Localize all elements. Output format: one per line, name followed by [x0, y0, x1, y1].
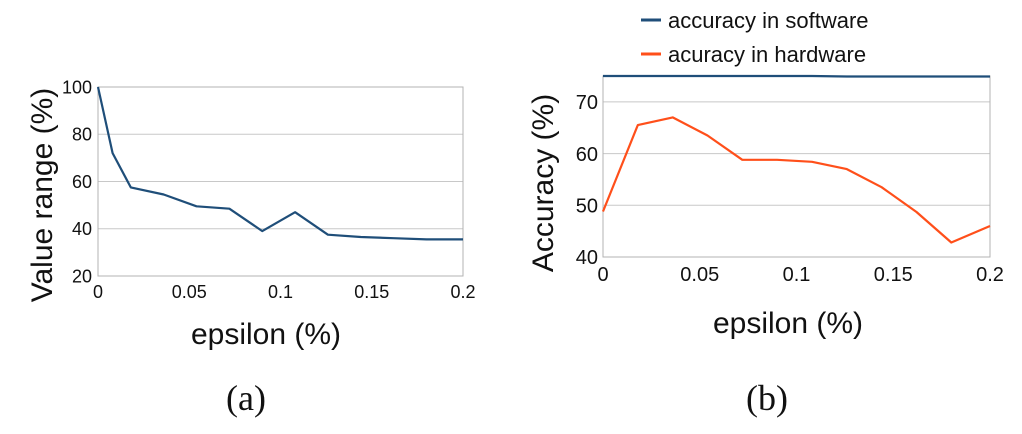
chart-b-plot-area — [602, 75, 991, 258]
chart-b: 0 0.05 0.1 0.15 0.2 40 50 60 70 epsilon (%) Acc… — [527, 8, 1004, 418]
chart-b-legend: accuracy in software acuracy in hardware — [641, 8, 869, 67]
chart-a-y-tick-label: 80 — [72, 125, 92, 145]
chart-b-plot-frame — [602, 75, 991, 258]
chart-b-y-axis-label: Accuracy (%) — [527, 94, 560, 272]
chart-a-grid — [98, 86, 463, 277]
chart-b-series-line-2 — [601, 116, 991, 244]
chart-a-caption: (a) — [226, 378, 266, 418]
chart-b-y-tick-label: 50 — [576, 195, 598, 217]
chart-a-x-tick-label: 0.1 — [268, 282, 293, 302]
chart-b-y-tick-label: 40 — [576, 247, 598, 269]
chart-b-x-tick-label: 0 — [597, 264, 608, 286]
chart-b-x-tick-label: 0.05 — [680, 264, 719, 286]
chart-a-y-ticks: 20 40 60 80 100 — [62, 77, 92, 286]
chart-b-y-tick-label: 60 — [576, 144, 598, 166]
legend-label-hardware: acuracy in hardware — [668, 42, 866, 67]
chart-b-series-line-1 — [603, 74, 990, 78]
chart-a-y-tick-label: 100 — [62, 77, 92, 97]
chart-a-x-tick-label: 0.15 — [354, 282, 389, 302]
chart-b-x-axis-label: epsilon (%) — [713, 307, 863, 340]
chart-b-y-ticks: 40 50 60 70 — [576, 92, 598, 269]
chart-a-y-axis-label: Value range (%) — [26, 88, 59, 303]
chart-a-plot-area — [97, 86, 464, 277]
chart-b-x-tick-label: 0.2 — [976, 264, 1004, 286]
chart-a-x-tick-label: 0.2 — [450, 282, 475, 302]
chart-b-grid — [603, 101, 990, 258]
chart-a-x-ticks: 0 0.05 0.1 0.15 0.2 — [93, 282, 476, 302]
chart-b-y-tick-label: 70 — [576, 92, 598, 114]
chart-a-x-axis-label: epsilon (%) — [191, 318, 341, 351]
legend-label-software: accuracy in software — [668, 8, 869, 33]
chart-b-x-tick-label: 0.1 — [783, 264, 811, 286]
chart-a-x-tick-label: 0.05 — [172, 282, 207, 302]
chart-a-plot-frame — [97, 86, 464, 277]
chart-a-y-tick-label: 40 — [72, 219, 92, 239]
chart-a-series-line-1 — [96, 86, 463, 241]
chart-b-x-ticks: 0 0.05 0.1 0.15 0.2 — [597, 264, 1003, 286]
chart-a-series-group — [96, 86, 463, 241]
chart-b-caption: (b) — [746, 378, 788, 418]
chart-b-x-tick-label: 0.15 — [874, 264, 913, 286]
chart-a-x-tick-label: 0 — [93, 282, 103, 302]
chart-a-y-tick-label: 20 — [72, 266, 92, 286]
chart-b-series-group — [601, 74, 991, 244]
chart-a-y-tick-label: 60 — [72, 172, 92, 192]
